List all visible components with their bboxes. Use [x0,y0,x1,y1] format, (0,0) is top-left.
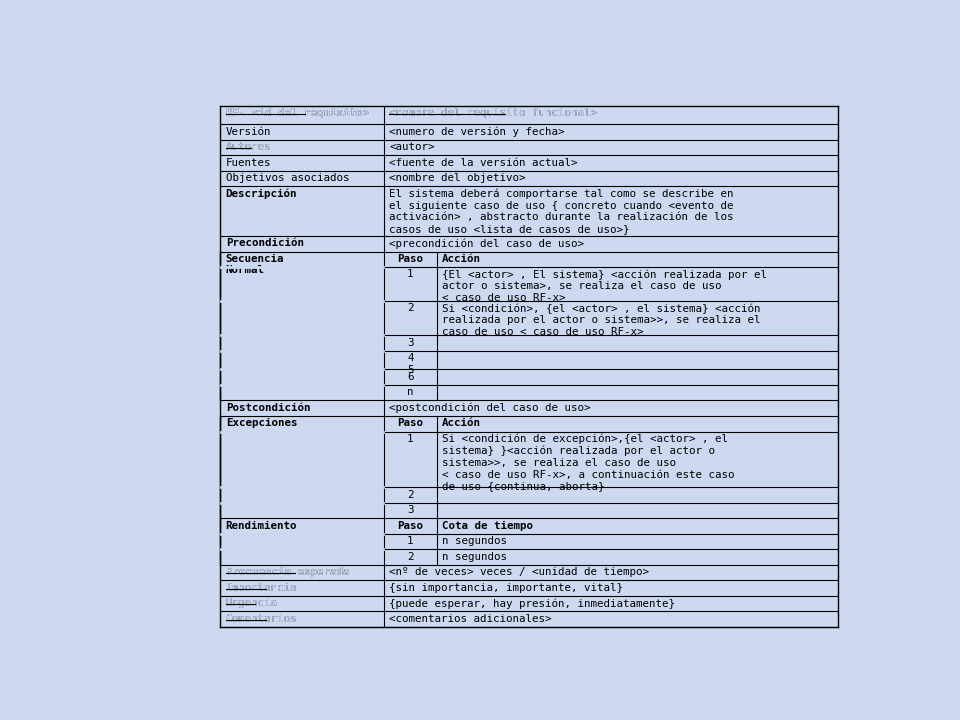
Text: <nombre del objetivo>: <nombre del objetivo> [390,174,526,183]
Text: 1: 1 [407,269,414,279]
Text: <numero de versión y fecha>: <numero de versión y fecha> [390,127,564,137]
Text: 3: 3 [407,505,414,515]
Text: {puede esperar, hay presión, inmediatamente}: {puede esperar, hay presión, inmediatame… [390,598,675,608]
Text: <fuente de la versión actual>: <fuente de la versión actual> [390,158,578,168]
Text: {El <actor> , El sistema} <acción realizada por el
actor o sistema>, se realiza : {El <actor> , El sistema} <acción realiz… [442,269,767,303]
Text: n segundos: n segundos [442,536,507,546]
Text: Cota de tiempo: Cota de tiempo [442,521,533,531]
Text: Comentarios: Comentarios [226,613,298,624]
Text: Autores: Autores [226,142,271,152]
Text: RF- <id del requisito>: RF- <id del requisito> [226,108,369,118]
Text: <nombre del requisito funcional>: <nombre del requisito funcional> [390,108,597,118]
Text: RF- <id del requisito>: RF- <id del requisito> [226,108,369,118]
Text: n segundos: n segundos [442,552,507,562]
Text: Paso: Paso [397,418,423,428]
Text: Comentarios: Comentarios [226,613,298,624]
Text: El sistema deberá comportarse tal como se describe en
el siguiente caso de uso {: El sistema deberá comportarse tal como s… [390,189,733,234]
Text: 1: 1 [407,433,414,444]
Text: Secuencia
Normal: Secuencia Normal [226,254,284,276]
Text: n: n [407,387,414,397]
Text: Postcondición: Postcondición [226,402,310,413]
Text: Frecuencia esperada: Frecuencia esperada [226,567,349,577]
Text: Paso: Paso [397,521,423,531]
Text: Rendimiento: Rendimiento [226,521,298,531]
Text: 2: 2 [407,303,414,313]
Text: 2: 2 [407,552,414,562]
Text: Si <condición>, {el <actor> , el sistema} <acción
realizada por el actor o siste: Si <condición>, {el <actor> , el sistema… [442,303,760,337]
Text: Frecuencia esperada: Frecuencia esperada [226,567,349,577]
Text: Versión: Versión [226,127,271,137]
Text: Acción: Acción [442,418,481,428]
Text: 3: 3 [407,338,414,348]
Text: Importancia: Importancia [226,582,298,593]
Text: Precondición: Precondición [226,238,303,248]
Text: {sin importancia, importante, vital}: {sin importancia, importante, vital} [390,582,623,593]
Text: Autores: Autores [226,142,271,152]
Bar [221,106,838,627]
Text: 1: 1 [407,536,414,546]
Text: Fuentes: Fuentes [226,158,271,168]
Text: <precondición del caso de uso>: <precondición del caso de uso> [390,238,585,249]
Text: Urgencia: Urgencia [226,598,277,608]
Text: Acción: Acción [442,254,481,264]
Text: <postcondición del caso de uso>: <postcondición del caso de uso> [390,402,590,413]
Text: 2: 2 [407,490,414,500]
Text: 6: 6 [407,372,414,382]
Text: Importancia: Importancia [226,582,298,593]
Text: <autor>: <autor> [390,142,435,152]
Text: Urgencia: Urgencia [226,598,277,608]
Text: <comentarios adicionales>: <comentarios adicionales> [390,613,552,624]
Text: Excepciones: Excepciones [226,418,298,428]
Text: Objetivos asociados: Objetivos asociados [226,174,349,183]
Text: <nombre del requisito funcional>: <nombre del requisito funcional> [390,108,597,118]
Text: <nº de veces> veces / <unidad de tiempo>: <nº de veces> veces / <unidad de tiempo> [390,567,649,577]
Text: 4
5: 4 5 [407,353,414,374]
Text: Descripción: Descripción [226,189,298,199]
Text: Si <condición de excepción>,{el <actor> , el
sistema} }<acción realizada por el : Si <condición de excepción>,{el <actor> … [442,433,734,491]
Text: Paso: Paso [397,254,423,264]
